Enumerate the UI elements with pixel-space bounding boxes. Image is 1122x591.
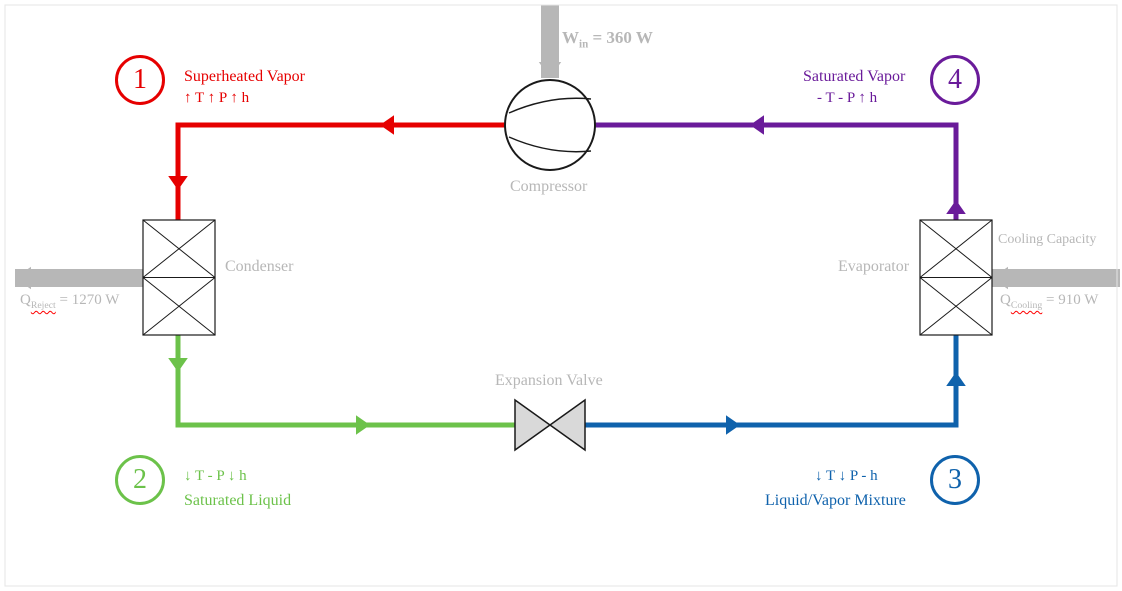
win-label: Win = 360 W bbox=[562, 28, 653, 50]
compressor-label: Compressor bbox=[510, 178, 587, 196]
state-2-title: Saturated Liquid bbox=[184, 492, 291, 510]
qcool-label: QCooling = 910 W bbox=[1000, 292, 1098, 311]
state-1-number: 1 bbox=[133, 64, 147, 96]
state-1-circle: 1 bbox=[115, 55, 165, 105]
state-2-circle: 2 bbox=[115, 455, 165, 505]
state-3-circle: 3 bbox=[930, 455, 980, 505]
state-4-circle: 4 bbox=[930, 55, 980, 105]
evaporator-label: Evaporator bbox=[838, 258, 909, 276]
expansion-valve-label: Expansion Valve bbox=[495, 372, 603, 390]
state-2-props: ↓ T - P ↓ h bbox=[184, 468, 247, 485]
state-3-props: ↓ T ↓ P - h bbox=[815, 468, 878, 485]
qreject-label: QReject = 1270 W bbox=[20, 292, 119, 311]
state-4-title: Saturated Vapor bbox=[803, 68, 905, 86]
condenser-label: Condenser bbox=[225, 258, 293, 276]
state-1-props: ↑ T ↑ P ↑ h bbox=[184, 90, 249, 107]
state-2-number: 2 bbox=[133, 464, 147, 496]
state-4-number: 4 bbox=[948, 64, 962, 96]
cooling-capacity-label: Cooling Capacity bbox=[998, 232, 1096, 248]
state-3-number: 3 bbox=[948, 464, 962, 496]
state-3-title: Liquid/Vapor Mixture bbox=[765, 492, 906, 510]
refrigeration-cycle-diagram: { "diagram": { "type": "flowchart", "bac… bbox=[0, 0, 1122, 591]
state-4-props: - T - P ↑ h bbox=[817, 90, 877, 107]
state-1-title: Superheated Vapor bbox=[184, 68, 305, 86]
